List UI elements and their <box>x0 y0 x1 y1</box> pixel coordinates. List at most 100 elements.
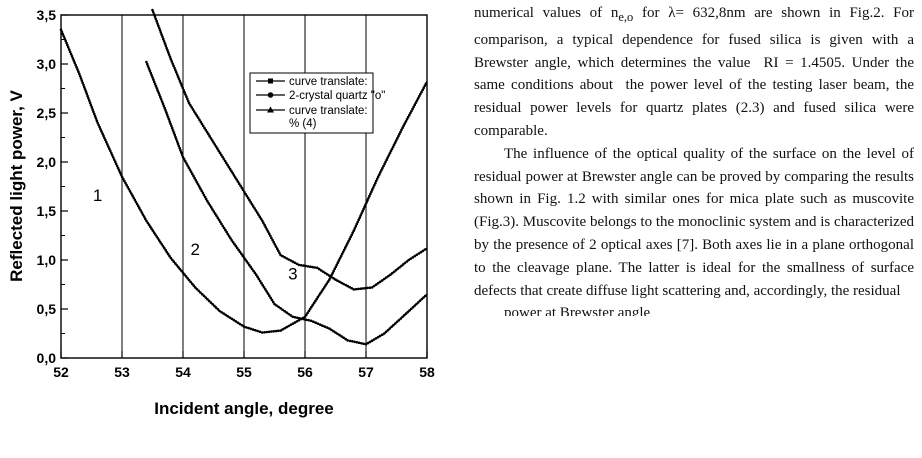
data-point <box>79 77 83 80</box>
data-point <box>352 229 356 232</box>
data-point <box>306 311 309 315</box>
data-point <box>342 282 345 286</box>
legend-label: curve translate: <box>289 76 368 88</box>
data-point <box>110 151 113 155</box>
data-point <box>235 246 239 250</box>
data-point <box>381 279 384 282</box>
data-point <box>326 280 330 283</box>
data-point <box>95 119 99 122</box>
data-point <box>230 239 234 242</box>
data-point <box>146 62 149 66</box>
x-tick-label: 54 <box>175 364 191 380</box>
data-point <box>274 329 278 333</box>
data-point <box>239 184 242 187</box>
data-point <box>368 340 372 344</box>
data-point <box>422 86 426 90</box>
data-point <box>405 118 409 121</box>
data-point <box>156 237 160 240</box>
data-point <box>414 101 418 104</box>
data-point <box>264 225 268 229</box>
data-point <box>366 199 369 202</box>
data-point <box>256 275 259 279</box>
data-point <box>152 80 156 84</box>
data-point <box>240 186 244 190</box>
data-point <box>344 283 348 287</box>
data-point <box>402 124 406 127</box>
data-point <box>235 178 238 181</box>
data-point <box>346 242 349 245</box>
data-point <box>203 126 206 130</box>
data-point <box>180 151 183 154</box>
data-point <box>397 318 401 322</box>
data-point <box>320 290 324 293</box>
data-point <box>264 288 267 291</box>
data-point <box>96 121 99 125</box>
data-point <box>330 328 333 332</box>
data-point <box>168 55 172 59</box>
data-point <box>187 101 191 105</box>
data-point <box>228 167 232 171</box>
data-point <box>80 79 84 82</box>
data-point <box>141 213 145 216</box>
data-point <box>70 54 74 58</box>
data-point <box>121 177 125 181</box>
data-point <box>213 212 217 215</box>
data-point <box>372 338 376 341</box>
data-point <box>167 51 170 54</box>
data-point <box>254 209 258 212</box>
data-point <box>138 206 141 210</box>
data-point <box>199 187 202 190</box>
data-point <box>182 157 186 161</box>
data-point <box>367 197 370 200</box>
data-point <box>171 62 174 65</box>
data-point <box>364 343 368 346</box>
data-point <box>88 101 92 105</box>
data-point <box>338 333 341 337</box>
data-point <box>383 162 386 166</box>
data-point <box>260 281 263 285</box>
data-point <box>323 325 327 328</box>
data-point <box>175 264 179 267</box>
data-point <box>256 329 260 333</box>
data-point <box>334 331 337 334</box>
data-point <box>246 262 250 265</box>
data-point <box>160 33 163 36</box>
data-point <box>174 68 177 72</box>
data-point <box>408 309 411 312</box>
data-point <box>168 254 171 258</box>
data-point <box>297 319 301 322</box>
data-point <box>157 91 160 94</box>
data-point <box>300 317 304 321</box>
data-point <box>180 153 184 157</box>
data-point <box>91 108 94 111</box>
data-point <box>209 137 213 140</box>
series-2: 2 <box>145 60 428 346</box>
data-point <box>160 243 164 246</box>
data-point <box>361 209 364 213</box>
data-point <box>375 177 379 181</box>
data-point <box>140 211 144 214</box>
data-point <box>389 149 393 153</box>
data-point <box>236 180 240 183</box>
data-point <box>164 248 167 252</box>
data-point <box>418 299 422 303</box>
data-point <box>336 279 339 283</box>
data-point <box>309 265 312 269</box>
data-point <box>332 329 335 333</box>
data-point <box>143 217 147 220</box>
data-point <box>106 143 109 146</box>
data-point <box>420 297 424 301</box>
data-point <box>378 334 382 338</box>
data-point <box>125 183 128 187</box>
data-point <box>343 248 346 252</box>
data-point <box>416 97 420 100</box>
data-point <box>283 309 287 313</box>
data-point <box>245 260 248 263</box>
data-point <box>315 297 318 301</box>
data-point <box>317 267 321 271</box>
data-point <box>163 42 167 45</box>
data-point <box>381 333 384 337</box>
data-point <box>153 82 157 86</box>
data-point <box>270 298 274 302</box>
data-point <box>174 135 177 139</box>
